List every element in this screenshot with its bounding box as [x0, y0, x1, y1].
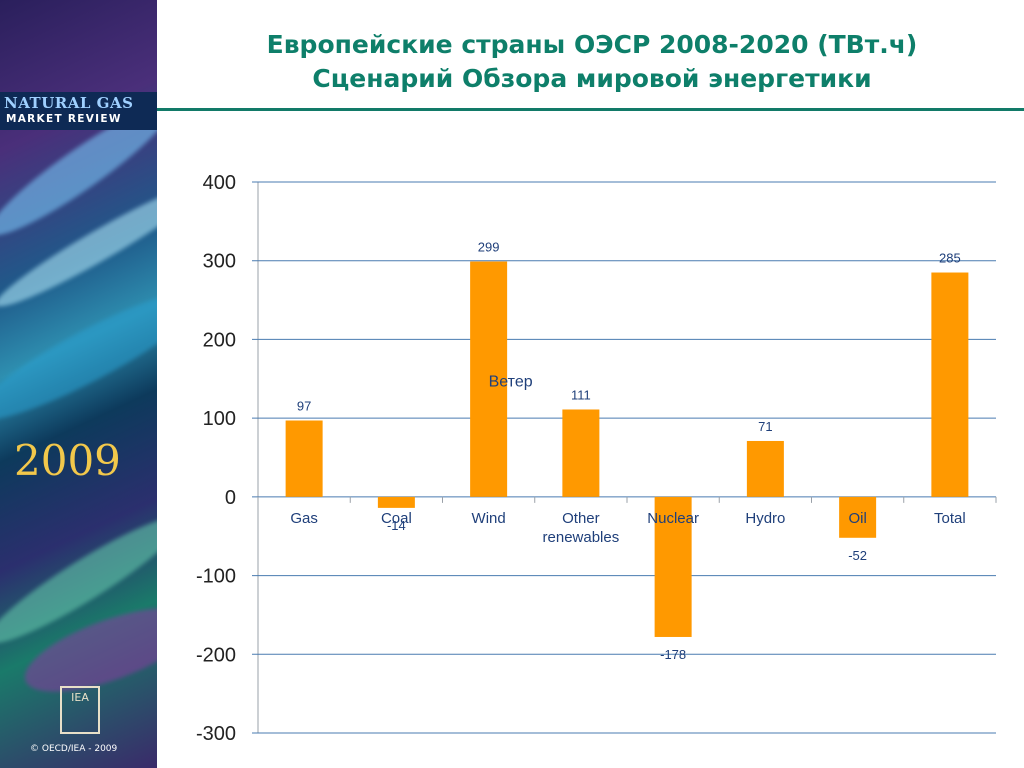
x-tick-label: Oil — [848, 510, 866, 527]
data-label: 97 — [297, 399, 311, 414]
data-label: -52 — [848, 548, 867, 563]
bar — [470, 261, 508, 497]
chart-annotation: Ветер — [489, 374, 533, 391]
iea-logo: IEA — [60, 686, 100, 734]
y-tick-label: 0 — [225, 487, 236, 509]
copyright-text: © OECD/IEA - 2009 — [30, 744, 118, 754]
data-label: 299 — [478, 240, 500, 255]
slide-title: Европейские страны ОЭСР 2008-2020 (ТВт.ч… — [160, 28, 1024, 96]
x-tick-label: Wind — [472, 510, 506, 527]
bar — [654, 496, 692, 637]
title-divider — [157, 108, 1024, 111]
y-tick-label: 200 — [203, 329, 236, 351]
x-tick-label: Coal — [381, 510, 412, 527]
data-label: -14 — [387, 518, 406, 533]
slide-title-line2: Сценарий Обзора мировой энергетики — [312, 64, 872, 93]
brand-banner: NATURAL GAS MARKET REVIEW — [0, 92, 157, 130]
x-tick-label: Total — [934, 510, 966, 527]
x-tick-label: Other — [562, 510, 600, 527]
y-tick-label: 300 — [203, 251, 236, 273]
y-tick-label: -200 — [196, 644, 236, 666]
x-tick-label: Gas — [290, 510, 318, 527]
bar — [931, 272, 969, 497]
bar — [746, 440, 784, 497]
bar — [285, 420, 323, 497]
data-label: 71 — [758, 419, 772, 434]
year-label: 2009 — [14, 436, 121, 485]
y-tick-label: 100 — [203, 408, 236, 430]
bar — [562, 409, 600, 497]
bar — [839, 496, 877, 538]
y-tick-label: 400 — [203, 172, 236, 194]
bar — [377, 496, 415, 508]
data-label: 285 — [939, 251, 961, 266]
data-label: 111 — [571, 387, 591, 402]
brand-title: NATURAL GAS — [4, 94, 134, 112]
x-tick-label: Nuclear — [647, 510, 699, 527]
x-tick-label: renewables — [543, 529, 620, 546]
x-tick-label: Hydro — [745, 510, 785, 527]
slide-title-line1: Европейские страны ОЭСР 2008-2020 (ТВт.ч… — [266, 30, 918, 59]
y-tick-label: -300 — [196, 723, 236, 745]
brand-subtitle: MARKET REVIEW — [6, 113, 122, 125]
decorative-sidebar: NATURAL GAS MARKET REVIEW 2009 IEA © OEC… — [0, 0, 157, 768]
y-tick-label: -100 — [196, 566, 236, 588]
data-label: -178 — [660, 647, 686, 662]
